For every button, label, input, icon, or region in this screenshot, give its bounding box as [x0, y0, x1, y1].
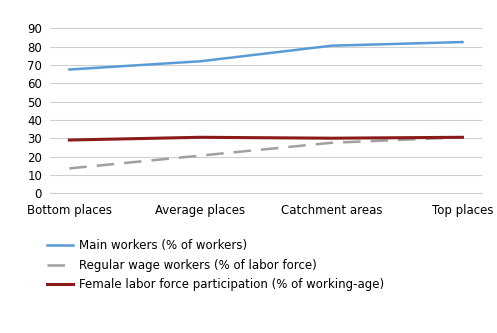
Main workers (% of workers) — [67, 68, 73, 72]
Main workers (% of workers) — [329, 44, 334, 48]
Regular wage workers (% of labor force) — [67, 166, 73, 170]
Line: Regular wage workers (% of labor force): Regular wage workers (% of labor force) — [70, 137, 462, 168]
Line: Female labor force participation (% of working-age): Female labor force participation (% of w… — [70, 137, 462, 140]
Line: Main workers (% of workers): Main workers (% of workers) — [70, 42, 462, 70]
Female labor force participation (% of working-age) — [197, 135, 203, 139]
Regular wage workers (% of labor force) — [329, 141, 334, 145]
Main workers (% of workers) — [197, 59, 203, 63]
Female labor force participation (% of working-age) — [67, 138, 73, 142]
Female labor force participation (% of working-age) — [329, 136, 334, 140]
Regular wage workers (% of labor force) — [197, 154, 203, 158]
Regular wage workers (% of labor force) — [459, 135, 465, 139]
Main workers (% of workers) — [459, 40, 465, 44]
Legend: Main workers (% of workers), Regular wage workers (% of labor force), Female lab: Main workers (% of workers), Regular wag… — [47, 239, 384, 291]
Female labor force participation (% of working-age) — [459, 135, 465, 139]
